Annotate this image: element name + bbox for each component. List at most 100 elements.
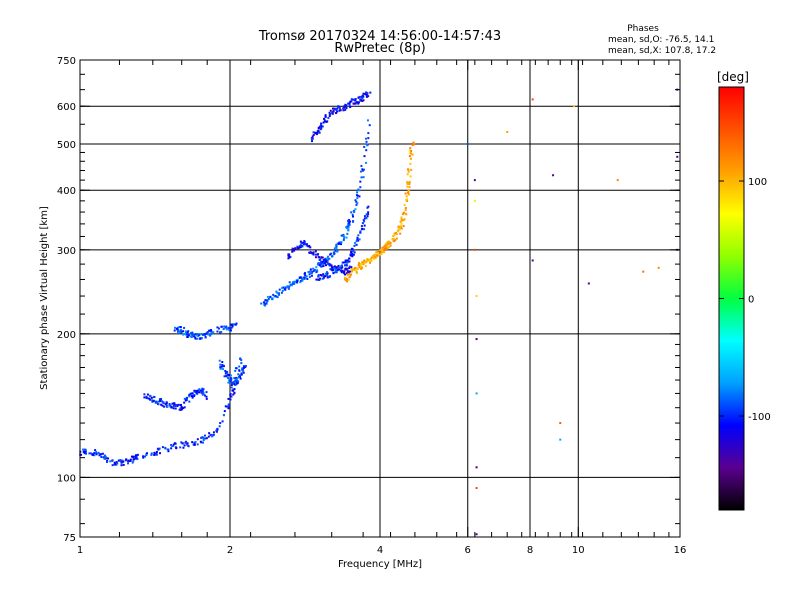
data-point	[363, 224, 366, 227]
data-point	[168, 403, 171, 406]
data-point	[325, 271, 328, 274]
data-point	[188, 393, 191, 396]
data-point	[315, 278, 318, 281]
data-point	[370, 256, 373, 259]
data-point	[326, 258, 329, 261]
data-point	[179, 408, 182, 411]
colorbar-tick-label: 0	[748, 295, 754, 306]
data-point	[157, 448, 160, 451]
sparse-point	[475, 466, 478, 469]
data-point	[323, 120, 326, 123]
data-point	[232, 323, 235, 326]
data-point	[345, 268, 348, 271]
data-point	[361, 222, 364, 225]
data-point	[158, 398, 161, 401]
data-point	[195, 391, 198, 394]
data-point	[392, 238, 395, 241]
sparse-point	[475, 338, 478, 341]
data-point	[341, 266, 344, 269]
data-point	[199, 337, 202, 340]
data-point	[272, 293, 275, 296]
data-point	[407, 181, 410, 184]
data-point	[309, 271, 312, 274]
data-point	[301, 278, 304, 281]
data-point	[354, 208, 357, 211]
data-point	[288, 285, 291, 288]
data-point	[344, 105, 347, 108]
data-point	[398, 227, 401, 230]
data-point	[346, 272, 349, 275]
data-point	[407, 168, 410, 171]
data-point	[347, 271, 350, 274]
data-point	[348, 260, 351, 263]
data-point	[150, 452, 153, 455]
data-point	[131, 461, 134, 464]
data-point	[184, 399, 187, 402]
data-point	[403, 218, 406, 221]
data-point	[357, 264, 360, 267]
data-point	[183, 444, 186, 447]
data-point	[365, 140, 368, 143]
data-point	[281, 286, 284, 289]
data-point	[106, 459, 109, 462]
data-point	[236, 377, 239, 380]
data-point	[84, 452, 87, 455]
data-point	[327, 116, 330, 119]
data-point	[351, 255, 354, 258]
data-point	[174, 442, 177, 445]
data-point	[195, 334, 198, 337]
data-point	[355, 240, 358, 243]
data-point	[223, 410, 226, 413]
data-point	[125, 458, 128, 461]
data-point	[353, 210, 356, 213]
data-point	[264, 299, 267, 302]
data-point	[341, 269, 344, 272]
data-point	[367, 137, 370, 140]
data-point	[233, 381, 236, 384]
data-point	[376, 250, 379, 253]
data-point	[331, 112, 334, 115]
data-point	[179, 407, 182, 410]
data-point	[205, 391, 208, 394]
data-point	[158, 447, 161, 450]
data-point	[269, 295, 272, 298]
data-point	[216, 330, 219, 333]
data-point	[209, 433, 212, 436]
data-point	[91, 453, 94, 456]
data-point	[161, 446, 164, 449]
data-point	[217, 327, 220, 330]
data-point	[241, 368, 244, 371]
data-point	[196, 393, 199, 396]
data-point	[210, 333, 213, 336]
data-point	[161, 404, 164, 407]
data-point	[357, 101, 360, 104]
data-point	[317, 278, 320, 281]
data-point	[408, 183, 411, 186]
data-point	[204, 437, 207, 440]
data-point	[212, 331, 215, 334]
data-point	[328, 113, 331, 116]
data-point	[235, 322, 238, 325]
sparse-point	[473, 199, 476, 202]
data-point	[359, 186, 362, 189]
data-point	[202, 388, 205, 391]
data-point	[400, 216, 403, 219]
data-point	[328, 257, 331, 260]
data-point	[398, 228, 401, 231]
data-point	[322, 121, 325, 124]
data-point	[358, 262, 361, 265]
data-point	[187, 330, 190, 333]
data-point	[171, 444, 174, 447]
data-point	[334, 271, 337, 274]
data-point	[396, 230, 399, 233]
data-point	[338, 109, 341, 112]
data-point	[356, 197, 359, 200]
y-tick-label: 500	[57, 140, 76, 151]
data-point	[340, 234, 343, 237]
data-point	[342, 233, 345, 236]
data-point	[227, 373, 230, 376]
data-point	[346, 226, 349, 229]
data-point	[318, 131, 321, 134]
data-point	[210, 329, 213, 332]
data-point	[309, 268, 312, 271]
